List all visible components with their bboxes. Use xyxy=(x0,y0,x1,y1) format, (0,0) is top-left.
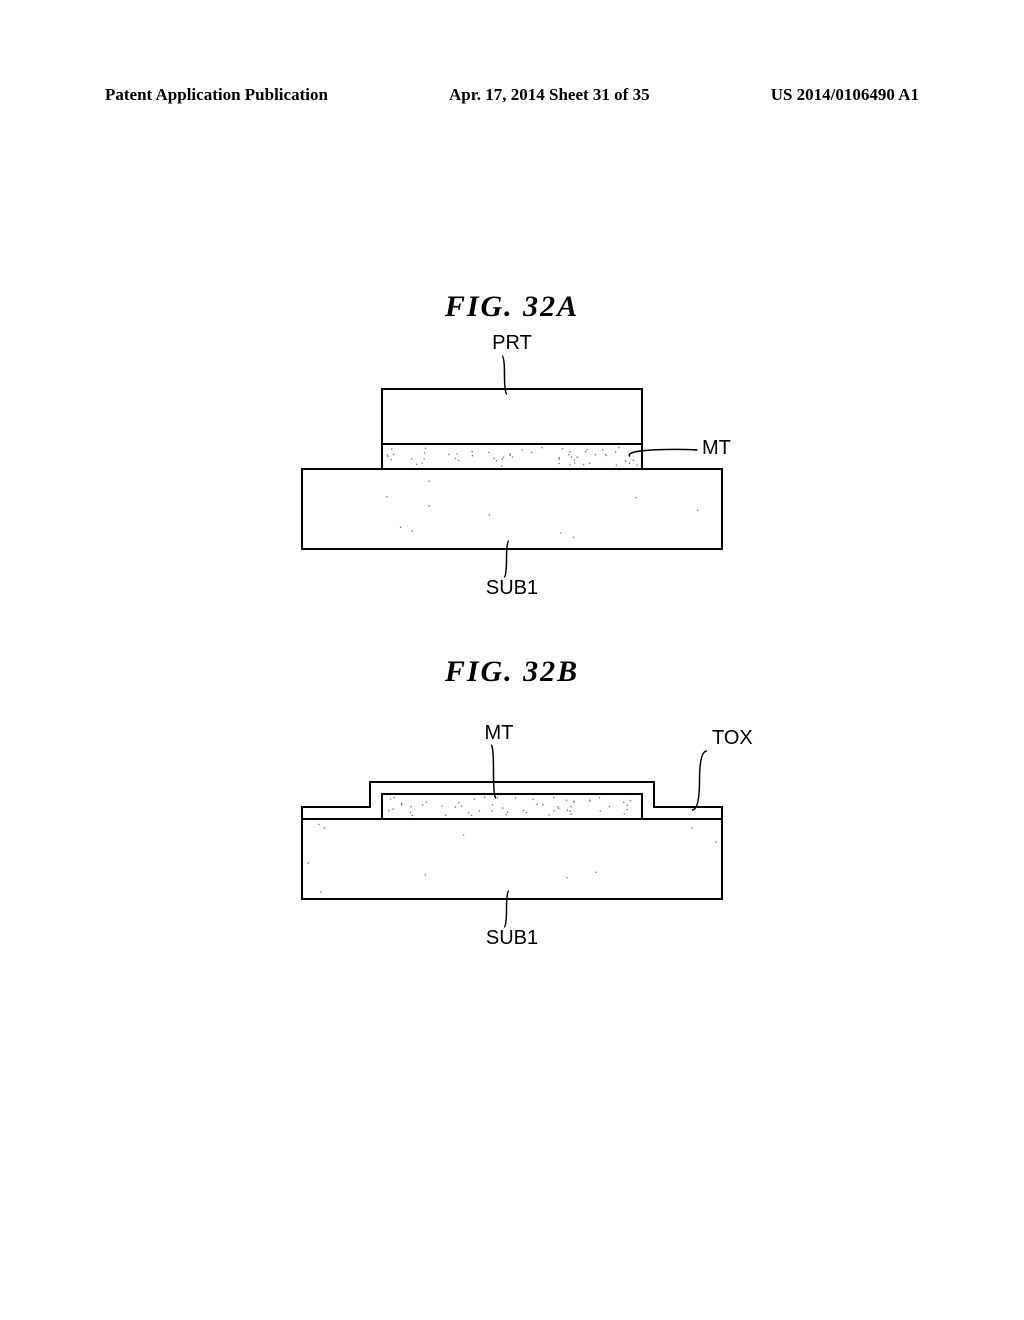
svg-text:MT: MT xyxy=(485,722,514,744)
svg-text:SUB1: SUB1 xyxy=(486,577,538,599)
header-left: Patent Application Publication xyxy=(105,85,328,105)
figure-32a-title: FIG. 32A xyxy=(0,290,1024,324)
svg-text:SUB1: SUB1 xyxy=(486,927,538,949)
svg-text:PRT: PRT xyxy=(492,332,532,354)
header-right: US 2014/0106490 A1 xyxy=(771,85,919,105)
svg-text:MT: MT xyxy=(702,437,731,459)
figure-32a-svg: PRT MT SUB1 xyxy=(212,324,812,644)
figure-32b-title: FIG. 32B xyxy=(0,655,1024,689)
figure-32a-block: FIG. 32A PRT MT SUB1 xyxy=(0,290,1024,644)
figure-32b-svg: MT TOX SUB1 xyxy=(212,689,812,989)
page-header: Patent Application Publication Apr. 17, … xyxy=(105,85,919,105)
figure-32b-block: FIG. 32B MT TOX SUB1 xyxy=(0,655,1024,989)
header-center: Apr. 17, 2014 Sheet 31 of 35 xyxy=(449,85,650,105)
svg-text:TOX: TOX xyxy=(712,727,753,749)
